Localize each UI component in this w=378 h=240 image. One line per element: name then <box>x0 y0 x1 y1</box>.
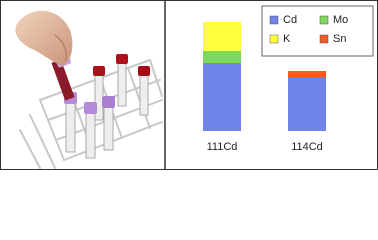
figure: 111Cd 114Cd Cd Mo K Sn <box>0 0 378 170</box>
legend-label: Mo <box>333 14 348 26</box>
x-tick-label: 114Cd <box>291 141 323 153</box>
bar-segment <box>203 63 241 131</box>
legend-swatch <box>319 34 329 44</box>
legend-swatch <box>269 15 279 25</box>
bar-segment <box>203 22 241 51</box>
legend-label: K <box>283 33 291 45</box>
photo <box>15 10 163 169</box>
bar-segment <box>288 78 326 131</box>
legend-label: Sn <box>333 33 346 45</box>
x-tick-label: 111Cd <box>207 141 238 153</box>
legend-swatch <box>319 15 329 25</box>
legend-swatch <box>269 34 279 44</box>
legend-label: Cd <box>283 14 297 26</box>
bar-segment <box>203 51 241 63</box>
bar-segment <box>288 71 326 78</box>
legend <box>261 5 374 57</box>
